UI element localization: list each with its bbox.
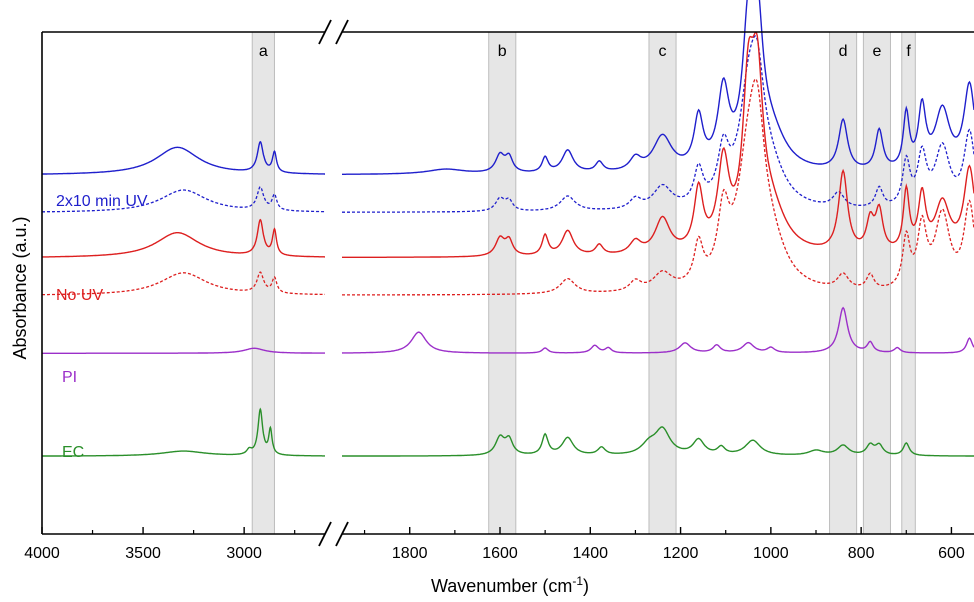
series-line-left (42, 407, 325, 457)
highlight-bands: a b c d e f (251, 31, 916, 535)
band-label-e: e (872, 43, 881, 60)
series-line-left (42, 218, 325, 258)
axis-break-bottom (318, 521, 349, 547)
band-b (488, 31, 517, 535)
series-line-right (342, 426, 974, 457)
x-tick-label-1400: 1400 (572, 545, 608, 562)
band-a (251, 31, 275, 535)
band-label-a: a (259, 43, 268, 60)
series-label-no-uv: No UV (56, 287, 103, 304)
annotations: 2x10 min UV No UV PI EC (56, 193, 148, 461)
x-tick-label-4000: 4000 (24, 545, 60, 562)
series-line-left (42, 140, 325, 175)
series-line-left (42, 271, 325, 296)
band-label-f: f (906, 43, 911, 60)
x-tick-label-3500: 3500 (125, 545, 161, 562)
series-line-left (42, 347, 325, 354)
series-no-uv-solid (42, 31, 974, 258)
y-axis-label: Absorbance (a.u.) (10, 216, 30, 359)
axes: 4000 3500 3000 1800 1600 1400 1200 1000 800 600 (24, 19, 974, 562)
series-label-2x10-min-uv: 2x10 min UV (56, 193, 148, 210)
x-tick-label-1200: 1200 (663, 545, 699, 562)
x-axis-label: Wavenumber (cm-1) (431, 574, 589, 596)
series-2x10-min-uv-solid (42, 0, 974, 175)
band-f (901, 31, 916, 535)
band-d (829, 31, 858, 535)
spectra-series (42, 0, 974, 457)
band-label-b: b (498, 43, 507, 60)
series-line-right (341, 306, 974, 354)
series-label-pi: PI (62, 369, 77, 386)
x-tick-label-1600: 1600 (482, 545, 518, 562)
x-tick-label-600: 600 (938, 545, 965, 562)
x-tick-label-800: 800 (848, 545, 875, 562)
x-tick-label-1000: 1000 (753, 545, 789, 562)
series-line-right (342, 0, 974, 175)
x-tick-label-3000: 3000 (226, 545, 262, 562)
band-label-c: c (659, 43, 667, 60)
band-c (648, 31, 677, 535)
series-line-left (42, 186, 325, 213)
series-2x10-min-uv-dashed (42, 35, 974, 213)
series-line-right (342, 31, 974, 258)
band-label-d: d (839, 43, 848, 60)
x-tick-label-1800: 1800 (392, 545, 428, 562)
series-pi-solid (42, 306, 974, 354)
series-line-right (342, 35, 974, 213)
series-line-right (342, 77, 974, 296)
series-no-uv-dashed (42, 77, 974, 296)
series-label-ec: EC (62, 444, 84, 461)
series-ec-solid (42, 407, 974, 457)
axis-break-top (318, 19, 349, 45)
